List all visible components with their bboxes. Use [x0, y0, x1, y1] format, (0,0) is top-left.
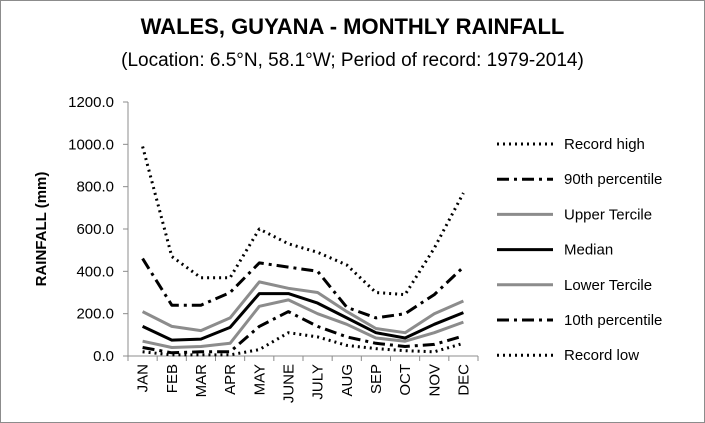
- x-tick-label: MAY: [251, 364, 268, 395]
- x-tick-label: OCT: [397, 364, 414, 396]
- series-line-median: [141, 292, 464, 342]
- y-tick-label: 800.0: [76, 179, 114, 196]
- y-tick-label: 0.0: [93, 348, 114, 365]
- y-tick-label: 400.0: [76, 263, 114, 280]
- series-line-10th-percentile: [142, 310, 464, 355]
- x-tick-labels: JAN FEB MAR APR MAY JUNE JULY AUG SEP OCT NOV DEC: [127, 356, 479, 403]
- legend-label: Record high: [564, 136, 645, 153]
- series-lines: [141, 146, 465, 357]
- legend-label: Record low: [564, 347, 639, 364]
- x-tick-label: JULY: [310, 364, 327, 400]
- legend-label: Median: [564, 242, 613, 259]
- series-line-90th-percentile: [141, 257, 465, 320]
- legend-label: 90th percentile: [564, 171, 662, 188]
- y-axis-label: RAINFALL (mm): [33, 172, 50, 287]
- y-tick-label: 200.0: [76, 306, 114, 323]
- y-tick-label: 600.0: [76, 221, 114, 238]
- series-line-upper-tercile: [141, 280, 464, 335]
- x-tick-label: MAR: [193, 364, 210, 398]
- x-tick-label: AUG: [339, 364, 356, 397]
- series-line-record-low: [142, 331, 464, 357]
- chart-title: WALES, GUYANA - MONTHLY RAINFALL: [140, 14, 565, 39]
- legend: Record high 90th percentile Upper Tercile M…: [497, 136, 662, 364]
- x-tick-label: JUNE: [280, 364, 297, 403]
- chart-subtitle: (Location: 6.5°N, 58.1°W; Period of reco…: [121, 50, 584, 71]
- y-tick-label: 1000.0: [68, 136, 114, 153]
- legend-label: Lower Tercile: [564, 277, 652, 294]
- legend-label: Upper Tercile: [564, 206, 652, 223]
- x-tick-label: SEP: [368, 364, 385, 394]
- x-tick-label: JAN: [135, 364, 152, 392]
- y-tick-labels: 0.0 200.0 400.0 600.0 800.0 1000.0 1200.0: [68, 94, 128, 365]
- x-tick-label: NOV: [426, 364, 443, 397]
- x-tick-label: DEC: [455, 364, 472, 396]
- x-tick-label: FEB: [164, 364, 181, 393]
- legend-label: 10th percentile: [564, 312, 662, 329]
- series-line-record-high: [141, 146, 465, 297]
- y-tick-label: 1200.0: [68, 94, 114, 111]
- series-line-lower-tercile: [142, 298, 464, 349]
- x-tick-label: APR: [222, 364, 239, 395]
